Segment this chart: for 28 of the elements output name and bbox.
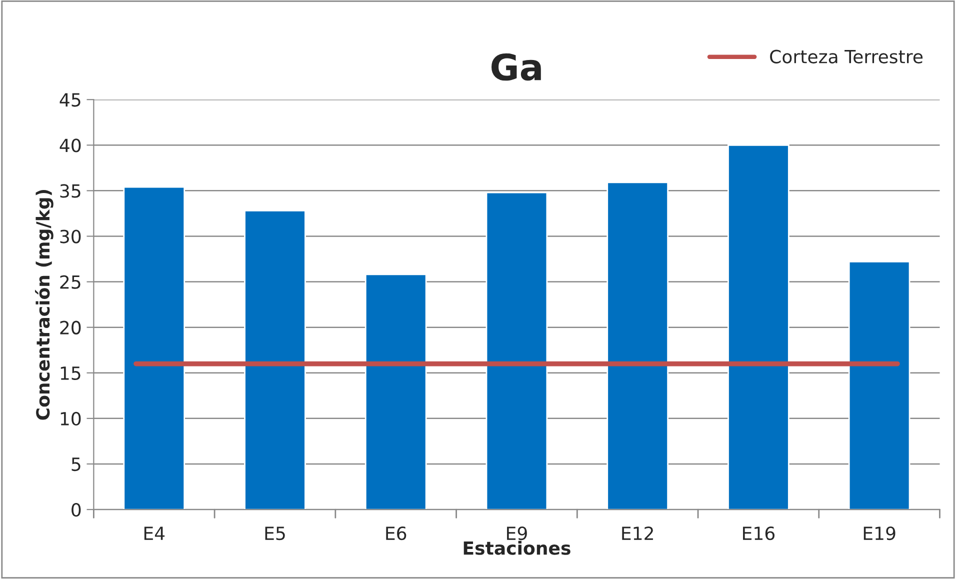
bar	[486, 192, 548, 510]
bar	[728, 144, 790, 510]
bar	[606, 182, 668, 510]
y-axis-title: Concentración (mg/kg)	[35, 190, 54, 420]
y-tick-label: 45	[60, 93, 80, 107]
y-tick-label: 20	[60, 320, 81, 334]
chart-title: Ga	[492, 53, 541, 81]
bar	[364, 274, 427, 510]
x-tick-label: E5	[265, 526, 285, 540]
y-tick-label: 10	[60, 412, 81, 426]
x-axis-title: Estaciones	[464, 540, 570, 555]
x-tick-label: E6	[386, 526, 406, 540]
y-tick-label: 40	[60, 138, 81, 152]
y-tick-label: 15	[60, 366, 80, 380]
x-tick-label: E9	[507, 526, 527, 540]
y-tick-label: 5	[72, 458, 80, 472]
y-tick-label: 30	[60, 230, 81, 244]
legend-label: Corteza Terrestre	[770, 50, 923, 64]
bar	[848, 261, 910, 510]
x-tick-label: E16	[743, 526, 775, 540]
bar	[123, 186, 186, 510]
x-tick-label: E4	[144, 526, 165, 540]
y-tick-label: 25	[60, 275, 80, 289]
x-tick-label: E19	[864, 526, 896, 540]
y-tick-label: 35	[60, 184, 80, 198]
x-tick-label: E12	[622, 526, 653, 540]
bar	[244, 210, 306, 510]
y-tick-label: 0	[72, 502, 81, 517]
